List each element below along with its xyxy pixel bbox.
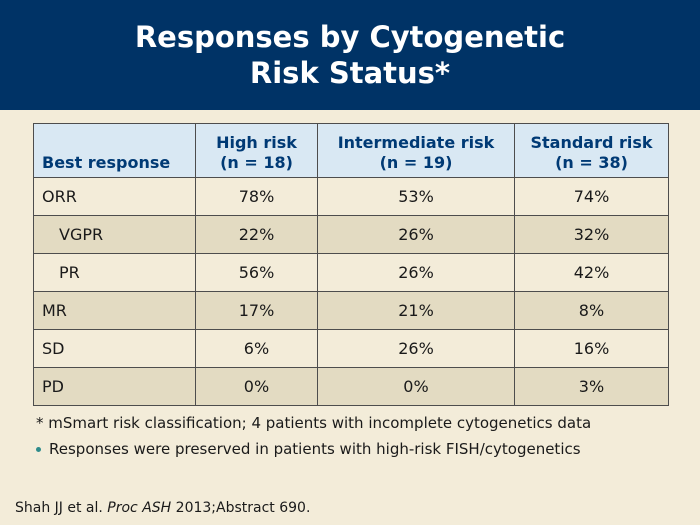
title-banner: Responses by Cytogenetic Risk Status* [0, 0, 700, 110]
table-header-row: Best response High risk (n = 18) Interme… [33, 123, 669, 178]
cell-intermediate: 21% [317, 291, 515, 330]
table-row: PD 0% 0% 3% [33, 367, 669, 406]
table-row: ORR 78% 53% 74% [33, 177, 669, 216]
row-label: PR [33, 253, 196, 292]
footnote: * mSmart risk classification; 4 patients… [36, 414, 592, 432]
header-standard-risk: Standard risk (n = 38) [514, 123, 669, 178]
row-label: VGPR [33, 215, 196, 254]
header-high-risk-n: (n = 18) [220, 153, 293, 172]
bullet-point: Responses were preserved in patients wit… [36, 440, 581, 458]
header-intermediate-risk-n: (n = 19) [379, 153, 453, 172]
bullet-text: Responses were preserved in patients wit… [49, 440, 581, 458]
slide-title: Responses by Cytogenetic Risk Status* [134, 20, 566, 90]
header-high-risk-label: High risk [216, 133, 297, 152]
citation-details: 2013;Abstract 690. [175, 500, 311, 516]
cell-intermediate: 26% [317, 329, 515, 368]
cell-standard: 42% [514, 253, 669, 292]
cell-standard: 8% [514, 291, 669, 330]
cell-standard: 16% [514, 329, 669, 368]
header-standard-risk-n: (n = 38) [555, 153, 628, 172]
table-row: SD 6% 26% 16% [33, 329, 669, 368]
cell-high: 78% [195, 177, 318, 216]
cell-standard: 32% [514, 215, 669, 254]
row-label: ORR [33, 177, 196, 216]
citation-journal: Proc ASH [107, 500, 172, 516]
cell-standard: 74% [514, 177, 669, 216]
citation-authors: Shah JJ et al. [15, 500, 103, 516]
responses-table: Best response High risk (n = 18) Interme… [33, 123, 669, 406]
cell-high: 6% [195, 329, 318, 368]
row-label: SD [33, 329, 196, 368]
header-intermediate-risk: Intermediate risk (n = 19) [317, 123, 515, 178]
bullet-icon [36, 446, 41, 452]
table-row: VGPR 22% 26% 32% [33, 215, 669, 254]
cell-high: 22% [195, 215, 318, 254]
cell-high: 0% [195, 367, 318, 406]
header-standard-risk-label: Standard risk [530, 133, 653, 152]
cell-high: 17% [195, 291, 318, 330]
header-intermediate-risk-label: Intermediate risk [337, 133, 495, 152]
header-best-response: Best response [33, 123, 196, 178]
cell-high: 56% [195, 253, 318, 292]
cell-standard: 3% [514, 367, 669, 406]
table-row: PR 56% 26% 42% [33, 253, 669, 292]
cell-intermediate: 26% [317, 253, 515, 292]
table-row: MR 17% 21% 8% [33, 291, 669, 330]
cell-intermediate: 26% [317, 215, 515, 254]
row-label: PD [33, 367, 196, 406]
row-label: MR [33, 291, 196, 330]
cell-intermediate: 0% [317, 367, 515, 406]
citation: Shah JJ et al. Proc ASH 2013;Abstract 69… [15, 500, 310, 516]
header-high-risk: High risk (n = 18) [195, 123, 318, 178]
cell-intermediate: 53% [317, 177, 515, 216]
